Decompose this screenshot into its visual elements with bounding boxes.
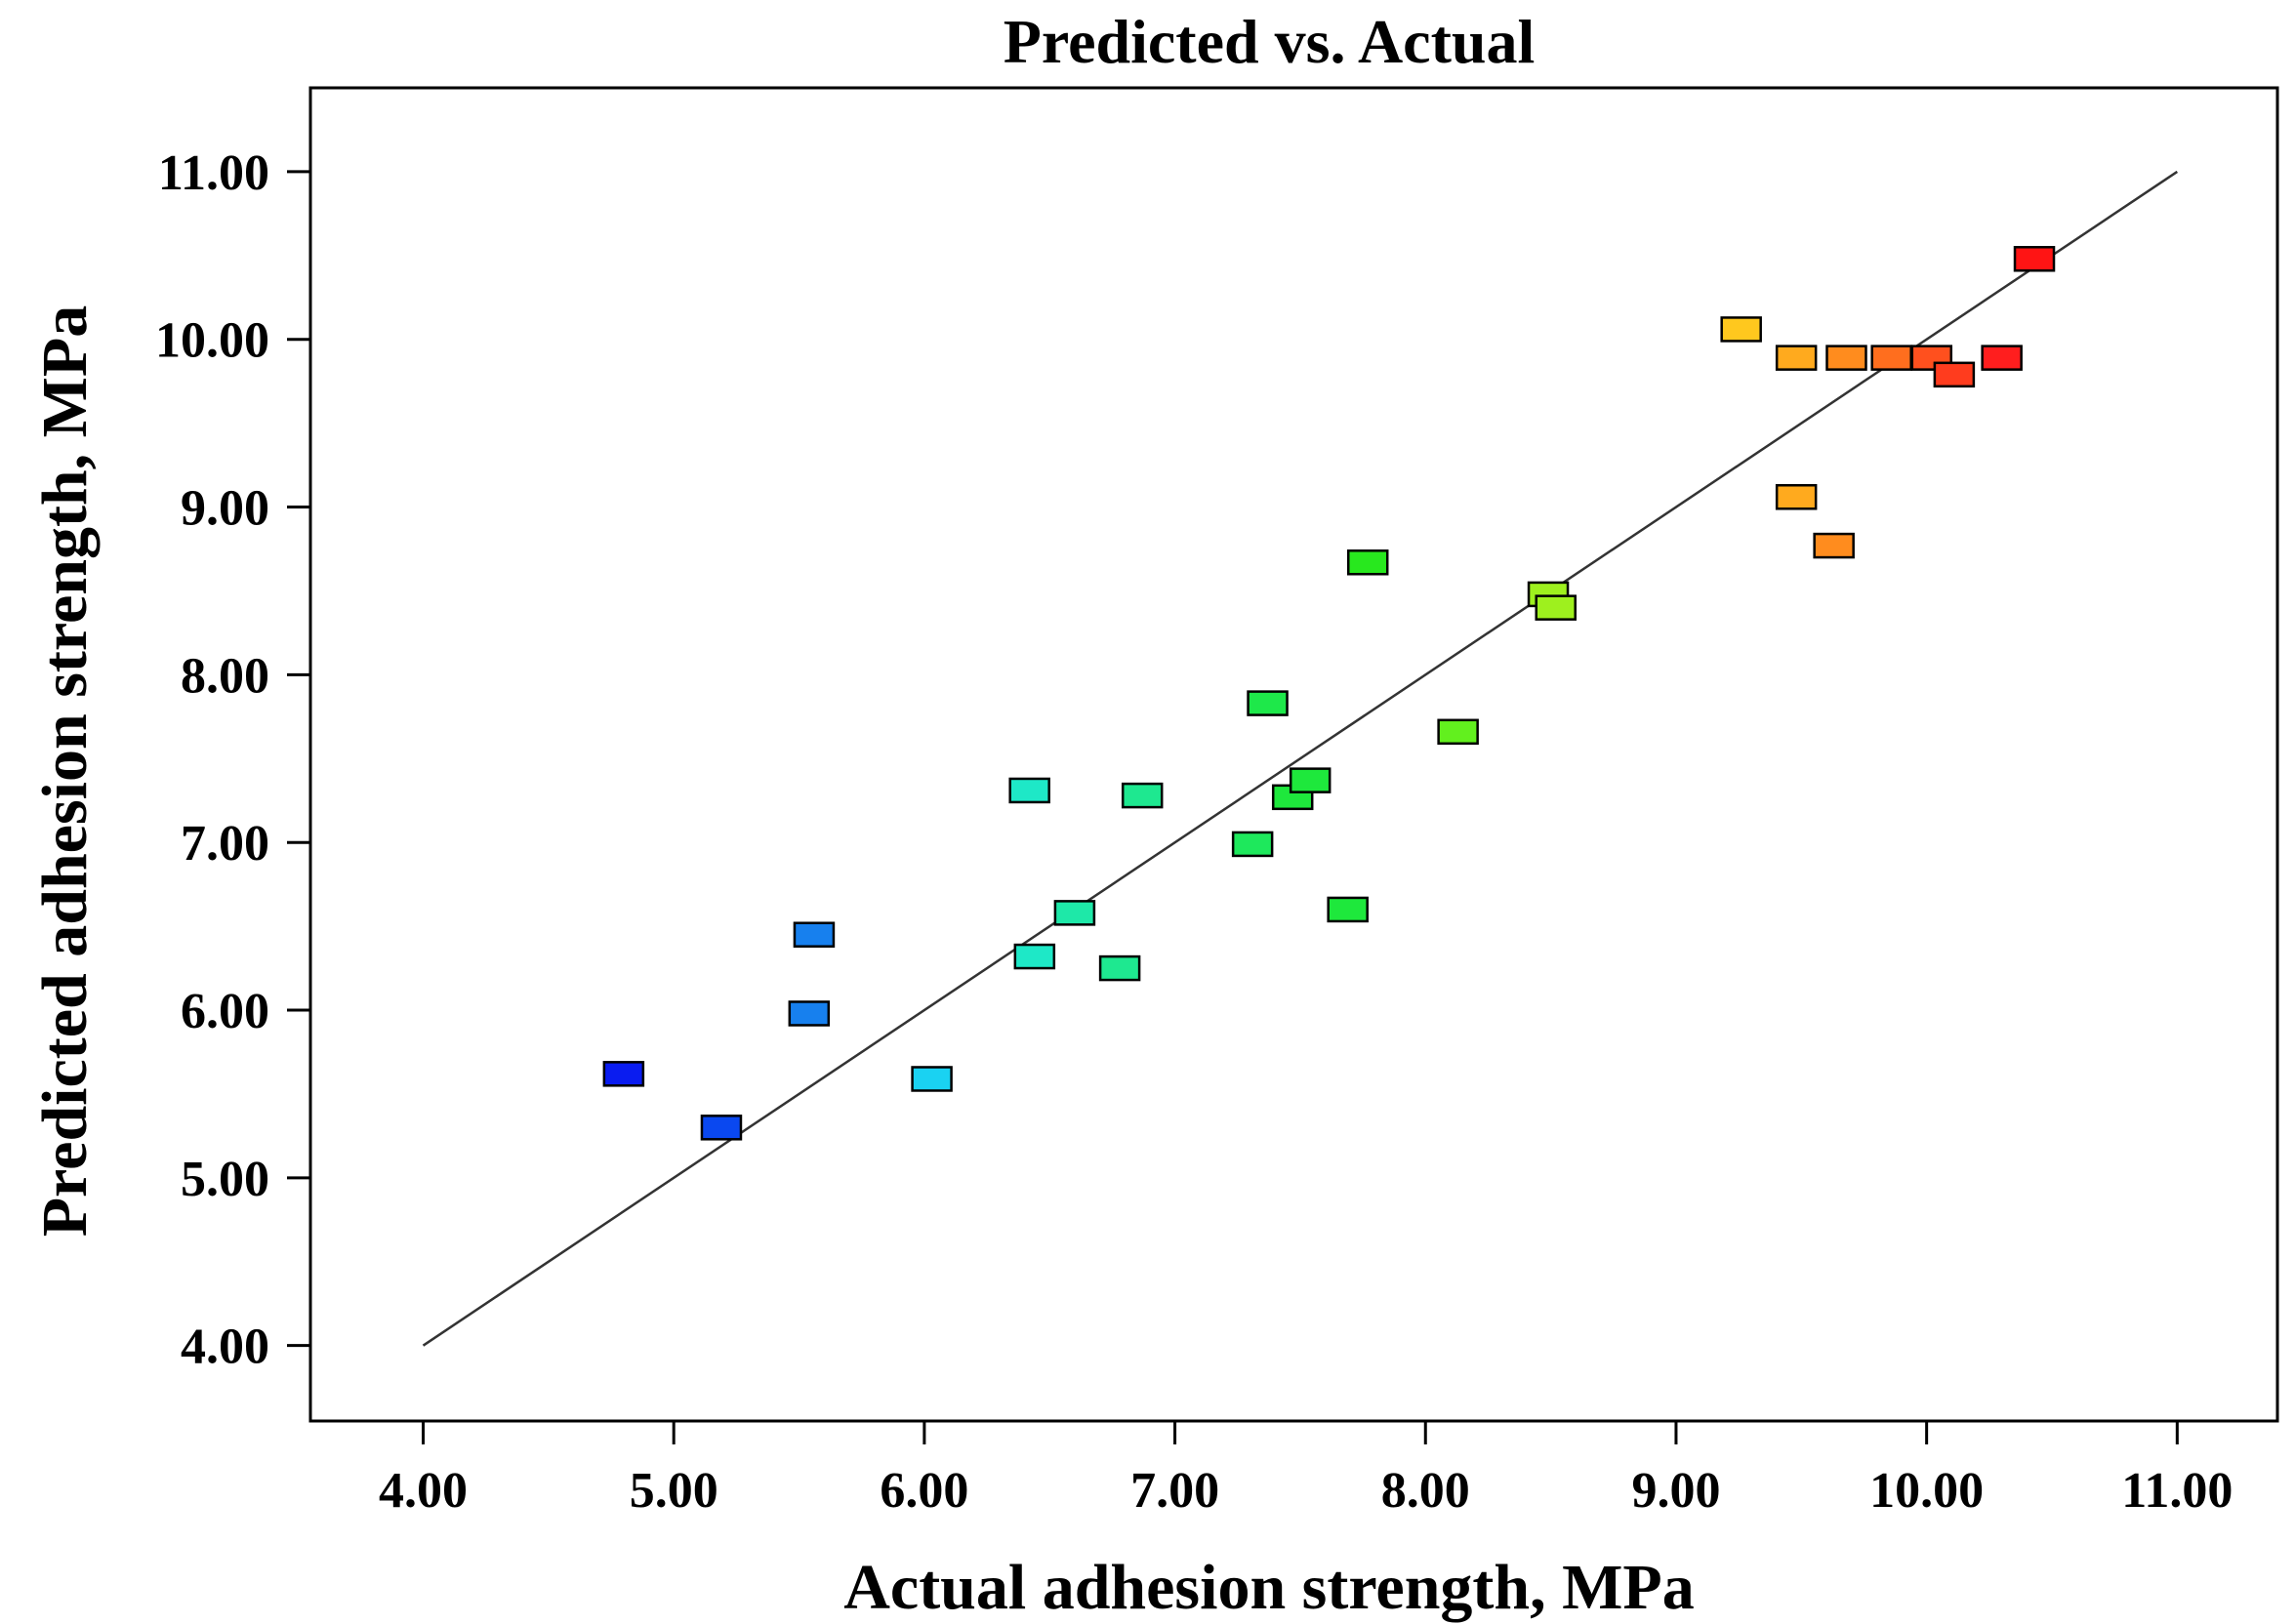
data-point (1981, 345, 2023, 371)
data-point (1008, 777, 1050, 804)
data-point (1933, 361, 1976, 388)
data-point (1870, 345, 1912, 371)
data-point (1775, 484, 1818, 510)
data-point (1231, 831, 1274, 858)
plot-area-frame (308, 86, 2279, 1423)
data-point (1247, 690, 1289, 716)
x-tick-label: 5.00 (630, 1463, 718, 1519)
y-tick-label: 8.00 (181, 648, 269, 704)
data-point (1346, 549, 1389, 576)
data-point (911, 1066, 953, 1092)
y-axis: 4.00 5.00 6.00 7.00 8.00 9.00 10.00 11.00 (155, 145, 310, 1375)
data-point (700, 1115, 743, 1141)
x-tick-label: 7.00 (1130, 1463, 1219, 1519)
x-tick-label: 6.00 (880, 1463, 968, 1519)
data-point (2013, 246, 2056, 272)
data-point (1825, 345, 1867, 371)
data-point (1053, 900, 1096, 926)
data-point (1535, 594, 1577, 621)
x-axis: 4.00 5.00 6.00 7.00 8.00 9.00 10.00 11.00 (379, 1421, 2233, 1519)
data-point (788, 1000, 831, 1027)
y-tick-label: 10.00 (155, 313, 269, 369)
data-point (602, 1061, 645, 1087)
x-tick-label: 9.00 (1631, 1463, 1720, 1519)
data-points (602, 246, 2056, 1141)
y-tick-label: 11.00 (158, 145, 269, 201)
data-point (1720, 316, 1762, 343)
data-point (1813, 532, 1855, 559)
x-tick-label: 11.00 (2121, 1463, 2233, 1519)
chart-title: Predicted vs. Actual (1004, 7, 1536, 76)
data-point (1098, 954, 1141, 982)
x-tick-label: 8.00 (1381, 1463, 1470, 1519)
data-point (1775, 345, 1818, 371)
x-tick-label: 4.00 (379, 1463, 468, 1519)
data-point (1121, 782, 1164, 809)
x-axis-label: Actual adhesion strength, MPa (843, 1552, 1694, 1623)
data-point (1013, 943, 1056, 970)
y-tick-label: 4.00 (181, 1320, 269, 1375)
data-point (1437, 718, 1479, 746)
y-axis-label: Predicted adhesion strength, MPa (29, 305, 101, 1238)
data-point (1327, 896, 1369, 923)
y-tick-label: 6.00 (181, 984, 269, 1039)
y-tick-label: 7.00 (181, 816, 269, 872)
y-tick-label: 9.00 (181, 481, 269, 537)
y-tick-label: 5.00 (181, 1152, 269, 1207)
data-point (1289, 767, 1332, 793)
x-tick-label: 10.00 (1869, 1463, 1984, 1519)
data-point (793, 921, 836, 948)
